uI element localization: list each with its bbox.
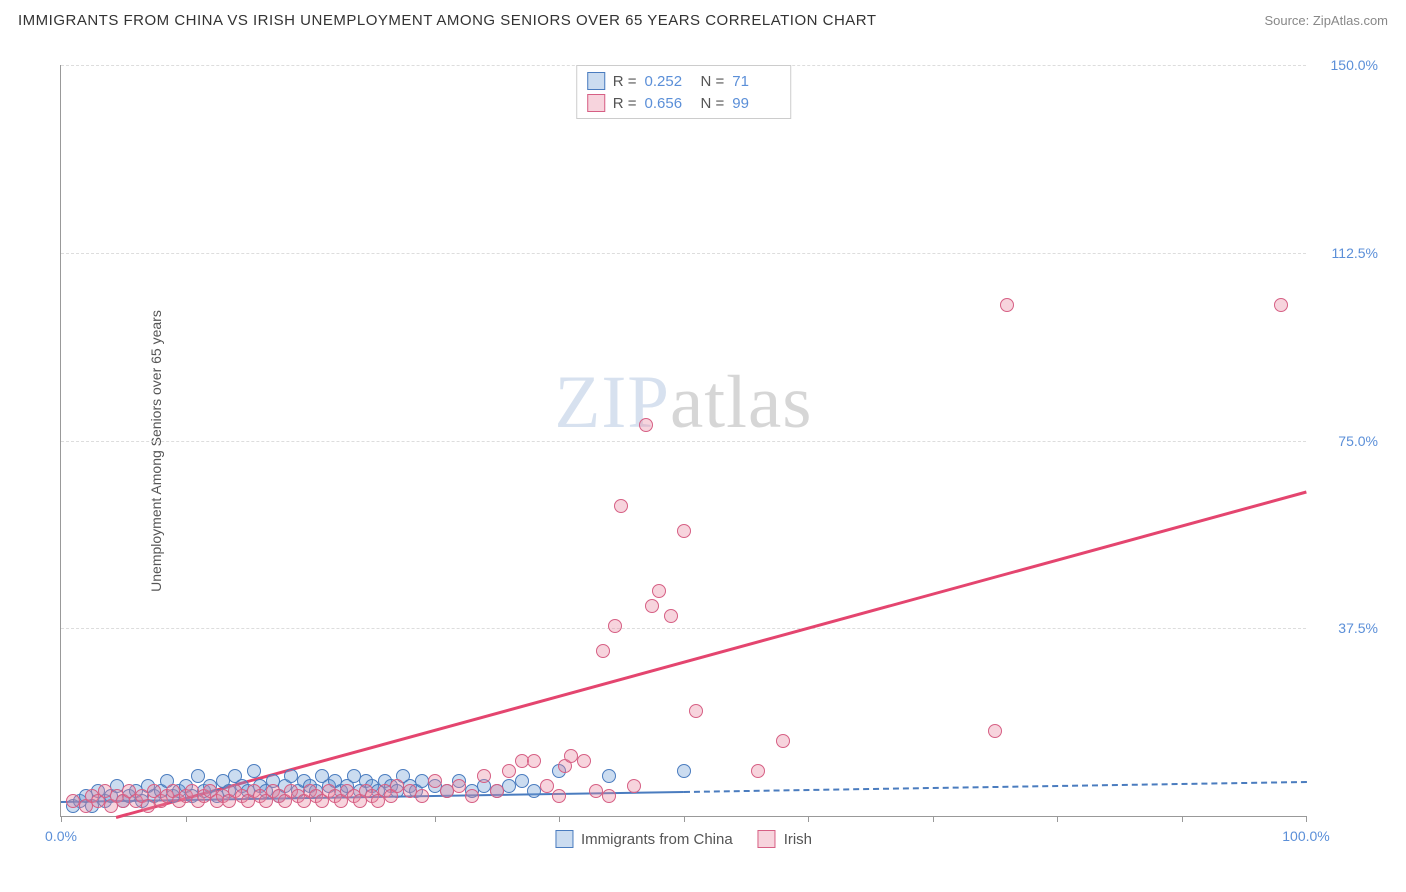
scatter-point xyxy=(1000,298,1014,312)
scatter-point xyxy=(751,764,765,778)
scatter-point xyxy=(677,764,691,778)
y-tick-label: 37.5% xyxy=(1313,620,1378,636)
stats-box: R = 0.252 N = 71 R = 0.656 N = 99 xyxy=(576,65,792,119)
legend-swatch-2 xyxy=(758,830,776,848)
scatter-point xyxy=(602,789,616,803)
scatter-point xyxy=(645,599,659,613)
x-tick xyxy=(808,816,809,822)
swatch-series1 xyxy=(587,72,605,90)
scatter-point xyxy=(527,754,541,768)
stats-row-2: R = 0.656 N = 99 xyxy=(587,92,781,114)
stat-n-label: N = xyxy=(701,95,725,112)
legend-label-1: Immigrants from China xyxy=(581,831,733,848)
x-tick xyxy=(933,816,934,822)
chart-title: IMMIGRANTS FROM CHINA VS IRISH UNEMPLOYM… xyxy=(18,12,877,29)
stat-r1-value: 0.252 xyxy=(645,73,693,90)
scatter-point xyxy=(1274,298,1288,312)
gridline xyxy=(61,628,1306,629)
scatter-point xyxy=(988,724,1002,738)
watermark-atlas: atlas xyxy=(670,361,812,444)
scatter-point xyxy=(428,774,442,788)
scatter-point xyxy=(677,524,691,538)
y-tick-label: 150.0% xyxy=(1313,57,1378,73)
stats-row-1: R = 0.252 N = 71 xyxy=(587,70,781,92)
chart-source: Source: ZipAtlas.com xyxy=(1264,13,1388,28)
x-tick-label: 100.0% xyxy=(1282,828,1329,844)
stat-r-label: R = xyxy=(613,95,637,112)
x-tick xyxy=(1306,816,1307,822)
legend-swatch-1 xyxy=(555,830,573,848)
scatter-point xyxy=(191,769,205,783)
scatter-point xyxy=(639,418,653,432)
y-tick-label: 75.0% xyxy=(1313,433,1378,449)
swatch-series2 xyxy=(587,94,605,112)
x-tick xyxy=(435,816,436,822)
chart-header: IMMIGRANTS FROM CHINA VS IRISH UNEMPLOYM… xyxy=(0,0,1406,37)
stat-n-label: N = xyxy=(701,73,725,90)
chart-container: Unemployment Among Seniors over 65 years… xyxy=(50,50,1381,852)
scatter-point xyxy=(664,609,678,623)
scatter-point xyxy=(608,619,622,633)
scatter-point xyxy=(552,789,566,803)
gridline xyxy=(61,441,1306,442)
y-tick-label: 112.5% xyxy=(1313,245,1378,261)
scatter-point xyxy=(540,779,554,793)
scatter-point xyxy=(614,499,628,513)
watermark-zip: ZIP xyxy=(555,361,671,444)
x-tick xyxy=(1182,816,1183,822)
gridline xyxy=(61,253,1306,254)
x-tick xyxy=(559,816,560,822)
legend-label-2: Irish xyxy=(784,831,812,848)
x-tick xyxy=(61,816,62,822)
scatter-point xyxy=(477,769,491,783)
scatter-point xyxy=(776,734,790,748)
scatter-point xyxy=(452,779,466,793)
stat-n1-value: 71 xyxy=(732,73,780,90)
scatter-point xyxy=(502,764,516,778)
scatter-point xyxy=(689,704,703,718)
x-tick xyxy=(186,816,187,822)
x-tick xyxy=(310,816,311,822)
scatter-point xyxy=(247,764,261,778)
x-tick xyxy=(684,816,685,822)
x-tick-label: 0.0% xyxy=(45,828,77,844)
scatter-point xyxy=(577,754,591,768)
scatter-point xyxy=(602,769,616,783)
scatter-point xyxy=(415,789,429,803)
scatter-point xyxy=(490,784,504,798)
legend-item-2: Irish xyxy=(758,830,812,848)
watermark: ZIPatlas xyxy=(555,360,813,446)
stat-r-label: R = xyxy=(613,73,637,90)
scatter-point xyxy=(465,789,479,803)
trend-line xyxy=(683,781,1306,793)
scatter-point xyxy=(627,779,641,793)
stat-r2-value: 0.656 xyxy=(645,95,693,112)
scatter-point xyxy=(515,774,529,788)
scatter-point xyxy=(652,584,666,598)
plot-area: ZIPatlas R = 0.252 N = 71 R = 0.656 N = … xyxy=(60,65,1306,817)
scatter-point xyxy=(596,644,610,658)
stat-n2-value: 99 xyxy=(732,95,780,112)
legend-item-1: Immigrants from China xyxy=(555,830,733,848)
bottom-legend: Immigrants from China Irish xyxy=(555,830,812,848)
x-tick xyxy=(1057,816,1058,822)
